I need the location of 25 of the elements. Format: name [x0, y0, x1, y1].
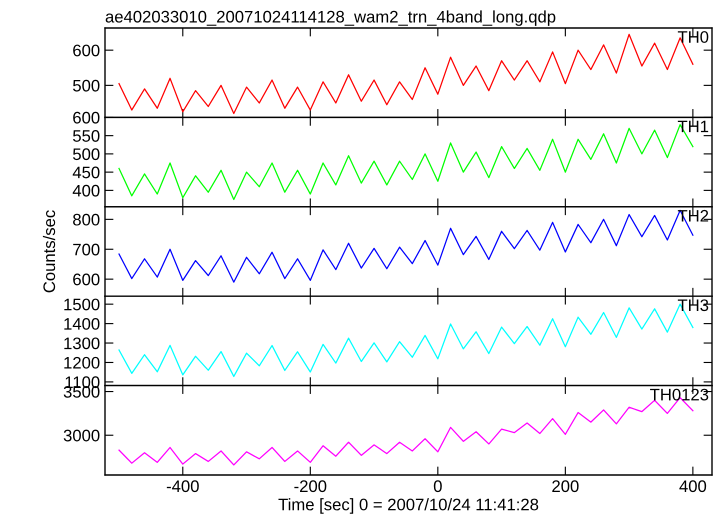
- x-axis-title: Time [sec] 0 = 2007/10/24 11:41:28: [278, 498, 538, 514]
- y-tick-label: 550: [73, 130, 100, 142]
- y-tick-label: 500: [73, 80, 100, 92]
- y-tick-label: 600: [73, 44, 100, 56]
- x-tick-label: -200: [294, 480, 326, 492]
- series-label: TH0: [678, 31, 708, 43]
- y-tick-label: 500: [73, 148, 100, 160]
- y-tick-label: 600: [73, 274, 100, 286]
- y-tick-label: 1400: [64, 318, 100, 330]
- y-tick-label: 450: [72, 166, 100, 178]
- y-tick-label: 1200: [64, 356, 100, 369]
- x-tick-label: 400: [679, 480, 706, 492]
- y-tick-label: 3000: [64, 430, 100, 442]
- y-tick-label: 800: [73, 214, 100, 226]
- x-tick-label: 200: [552, 480, 579, 492]
- y-tick-label: 1500: [64, 298, 100, 310]
- y-tick-label: 700: [73, 244, 100, 256]
- series-label: TH0123: [650, 388, 708, 401]
- y-tick-label: 400: [72, 184, 100, 197]
- y-axis-title: Counts/sec: [42, 210, 56, 292]
- y-tick-label: 600: [73, 112, 100, 124]
- y-tick-label: 1300: [64, 337, 100, 350]
- chart-title: ae402033010_20071024114128_wam2_trn_4band_long.qdp: [106, 10, 556, 26]
- x-tick-label: -400: [166, 480, 199, 492]
- x-tick-label: 0: [434, 480, 442, 492]
